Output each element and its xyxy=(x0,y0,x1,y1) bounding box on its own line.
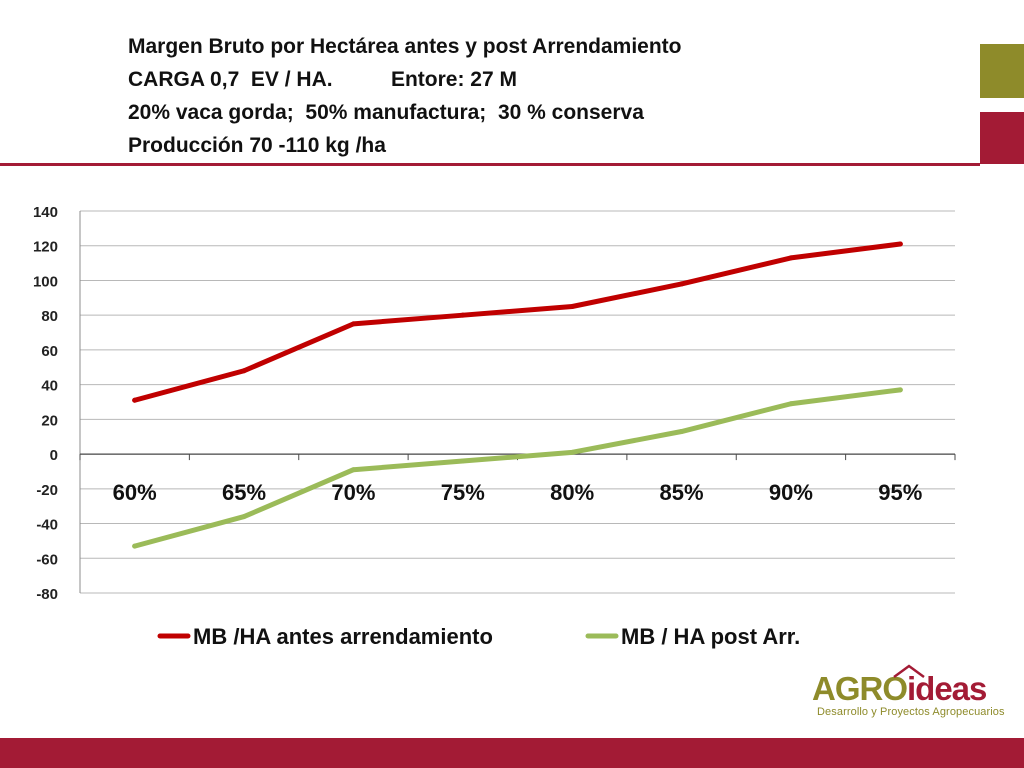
series-1-point xyxy=(897,241,903,247)
series-2-point xyxy=(132,543,138,549)
x-tick-label: 85% xyxy=(660,480,704,505)
y-tick-label: -80 xyxy=(36,586,58,603)
series-2-point xyxy=(569,449,575,455)
series-2-point xyxy=(788,401,794,407)
slide-title: Margen Bruto por Hectárea antes y post A… xyxy=(128,30,682,162)
series-2-point xyxy=(350,467,356,473)
footer-bar xyxy=(0,738,1024,768)
header-divider xyxy=(0,163,980,166)
title-line-4: Producción 70 -110 kg /ha xyxy=(128,134,386,157)
x-tick-label: 95% xyxy=(878,480,922,505)
x-tick-label: 80% xyxy=(550,480,594,505)
x-tick-label: 60% xyxy=(113,480,157,505)
y-tick-label: 80 xyxy=(41,308,58,325)
title-line-1: Margen Bruto por Hectárea antes y post A… xyxy=(128,35,682,58)
y-tick-label: -40 xyxy=(36,517,58,534)
line-chart: 140 120 100 80 60 40 20 0 -20 -40 -60 -80 60% 65% 70% 7… xyxy=(33,204,956,649)
y-tick-label: 60 xyxy=(41,343,58,360)
series-1-point xyxy=(241,368,247,374)
series-2-point xyxy=(897,387,903,393)
title-line-2: CARGA 0,7 EV / HA. Entore: 27 M xyxy=(128,68,517,91)
agroideas-logo: AGROideas Desarrollo y Proyectos Agropec… xyxy=(812,664,1012,730)
x-tick-label: 75% xyxy=(441,480,485,505)
x-tick-label: 90% xyxy=(769,480,813,505)
y-tick-label: -20 xyxy=(36,482,58,499)
y-tick-label: 120 xyxy=(33,239,58,256)
series-2-point xyxy=(679,429,685,435)
legend-label-2: MB / HA post Arr. xyxy=(621,624,800,649)
series-2-point xyxy=(460,458,466,464)
series-line-2 xyxy=(132,387,903,549)
y-tick-label: 20 xyxy=(41,412,58,429)
series-1-point xyxy=(460,312,466,318)
logo-ideas-text: ideas xyxy=(907,670,987,707)
y-tick-label: 100 xyxy=(33,273,58,290)
logo-agro-text: AGRO xyxy=(812,670,908,707)
series-1-point xyxy=(350,321,356,327)
x-tick-label: 70% xyxy=(331,480,375,505)
y-tick-label: 40 xyxy=(41,378,58,395)
logo-subtitle: Desarrollo y Proyectos Agropecuarios xyxy=(817,706,1005,718)
series-1-point xyxy=(679,281,685,287)
decorative-red-block xyxy=(980,112,1024,164)
x-tick-label: 65% xyxy=(222,480,266,505)
series-line-1 xyxy=(132,241,903,403)
series-1-point xyxy=(132,397,138,403)
series-1-point xyxy=(788,255,794,261)
logo-roof-icon xyxy=(893,664,925,678)
decorative-olive-block xyxy=(980,44,1024,98)
series-2-point xyxy=(241,514,247,520)
legend-label-1: MB /HA antes arrendamiento xyxy=(193,624,493,649)
title-line-3: 20% vaca gorda; 50% manufactura; 30 % co… xyxy=(128,101,644,124)
series-1-point xyxy=(569,304,575,309)
y-tick-label: 140 xyxy=(33,204,58,221)
y-tick-label: 0 xyxy=(50,447,58,464)
y-tick-label: -60 xyxy=(36,551,58,568)
logo-wordmark: AGROideas xyxy=(812,664,1012,708)
